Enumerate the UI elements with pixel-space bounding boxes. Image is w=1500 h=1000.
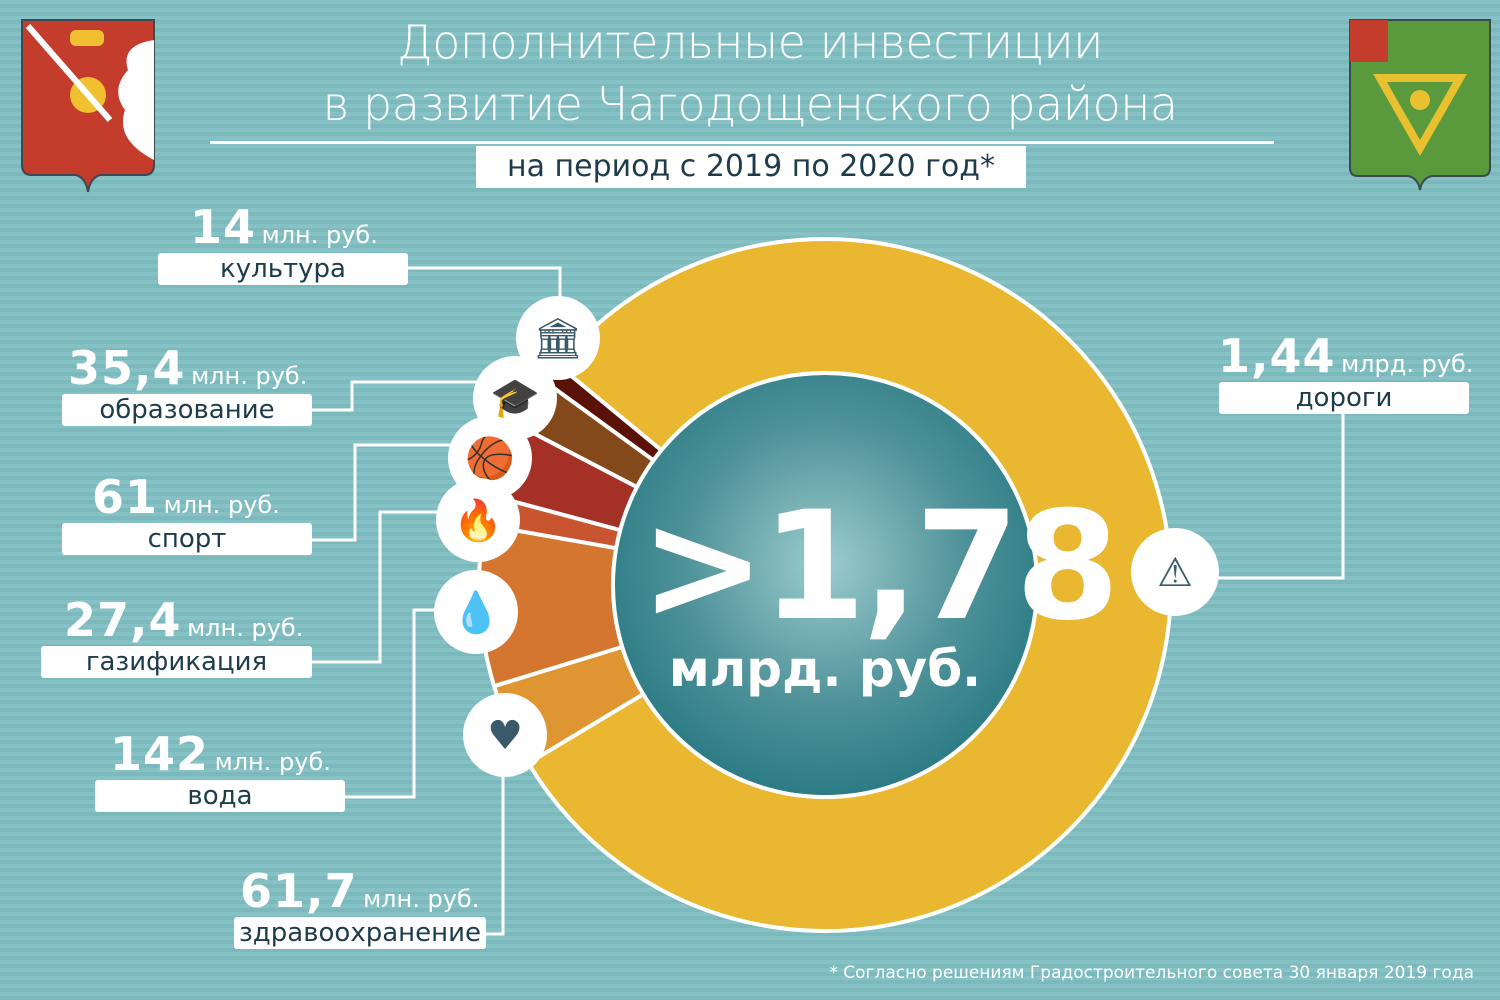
health-amount: 61,7 <box>240 864 358 918</box>
water-drop-icon: 💧 <box>434 570 518 654</box>
heart-pulse-icon: ♥ <box>463 693 547 777</box>
svg-text:🔥: 🔥 <box>453 497 503 544</box>
education-amount: 35,4 <box>68 341 186 395</box>
column-icon: 🏛 <box>516 296 600 380</box>
svg-text:🎓: 🎓 <box>490 376 540 422</box>
svg-text:💧: 💧 <box>451 589 501 636</box>
health-label: здравоохранение <box>234 917 486 949</box>
svg-text:🏀: 🏀 <box>465 432 515 484</box>
category-icons: 🏛 🎓 🏀 🔥 💧 ♥ ⚠ <box>434 296 1219 777</box>
culture-value: 14 млн. руб. <box>190 203 378 251</box>
education-label: образование <box>62 394 312 426</box>
health-unit: млн. руб. <box>363 885 480 913</box>
svg-text:🏛: 🏛 <box>533 316 584 362</box>
roads-amount: 1,44 <box>1218 329 1336 383</box>
title-line-1: Дополнительные инвестиции <box>397 15 1103 69</box>
water-value: 142 млн. руб. <box>110 730 331 778</box>
gas-unit: млн. руб. <box>187 614 304 642</box>
water-unit: млн. руб. <box>214 748 331 776</box>
sport-label: спорт <box>62 523 312 555</box>
period-label: на период с 2019 по 2020 год* <box>476 146 1026 188</box>
total-value: >1,78 <box>640 480 1120 654</box>
total-unit: млрд. руб. <box>668 640 982 698</box>
gas-amount: 27,4 <box>64 593 182 647</box>
roads-unit: млрд. руб. <box>1341 350 1474 378</box>
education-value: 35,4 млн. руб. <box>68 344 307 392</box>
roads-value: 1,44 млрд. руб. <box>1218 332 1473 380</box>
water-amount: 142 <box>110 727 210 781</box>
water-label: вода <box>95 780 345 812</box>
title-line-2: в развитие Чагодощенского района <box>322 77 1178 131</box>
center-circle <box>611 371 1039 799</box>
title-divider <box>210 141 1274 144</box>
footnote: * Согласно решениям Градостроительного с… <box>829 963 1474 983</box>
culture-amount: 14 <box>190 200 257 254</box>
flame-icon: 🔥 <box>436 478 520 562</box>
culture-unit: млн. руб. <box>261 221 378 249</box>
gas-value: 27,4 млн. руб. <box>64 596 303 644</box>
sport-unit: млн. руб. <box>163 491 280 519</box>
health-value: 61,7 млн. руб. <box>240 867 479 915</box>
roads-label: дороги <box>1219 382 1469 414</box>
education-unit: млн. руб. <box>191 362 308 390</box>
connector-lines <box>312 266 1345 936</box>
sport-amount: 61 <box>92 470 159 524</box>
svg-text:♥: ♥ <box>487 713 523 759</box>
svg-text:⚠: ⚠ <box>1157 550 1193 596</box>
culture-label: культура <box>158 253 408 285</box>
road-icon: ⚠ <box>1131 528 1219 616</box>
gas-label: газификация <box>41 646 312 678</box>
sport-value: 61 млн. руб. <box>92 473 280 521</box>
